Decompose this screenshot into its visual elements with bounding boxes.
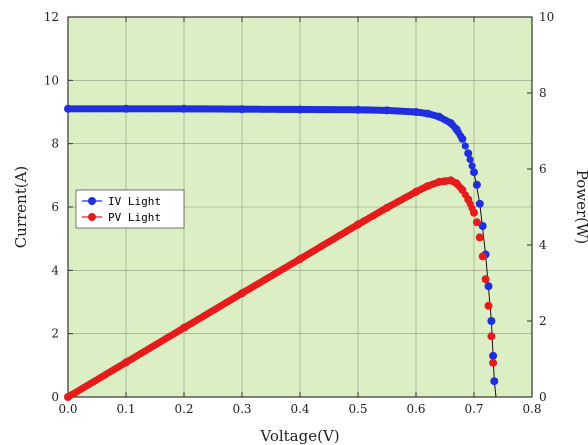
iv-light-marker [466,155,474,164]
y-tick-label: 10 [44,73,59,87]
pv-light-data-point [435,177,444,186]
iv-light-data-point [490,377,499,386]
x-tick-label: 0.4 [290,402,309,416]
iv-light-data-point [435,112,444,121]
x-tick-label: 0.1 [116,402,135,416]
pv-light-data-point [412,187,420,196]
iv-light-marker [461,142,469,150]
legend-marker [88,213,96,221]
iv-light-data-point [464,149,473,158]
y-tick-label: 12 [44,10,59,24]
iv-light-marker [468,162,476,170]
pv-light-data-point [122,358,130,367]
legend-marker [88,197,96,205]
iv-light-data-point [452,125,461,134]
iv-light-data-point [412,108,420,116]
iv-light-data-point [487,317,496,325]
pv-light-data-point [458,185,467,194]
x-tick-label: 0.6 [406,402,425,416]
pv-light-data-point [475,233,484,242]
y-tick-label: 4 [51,263,59,277]
iv-light-data-point [475,199,484,208]
pv-light-data-point [180,323,188,332]
legend-label: PV Light [108,211,161,224]
iv-light-data-point [296,105,304,114]
x-tick-label: 0.0 [58,402,77,416]
y2-tick-label: 0 [539,390,547,404]
pv-light-data-point [238,289,246,298]
x-tick-label: 0.3 [232,402,251,416]
pv-light-data-point [383,203,391,212]
y2-tick-label: 10 [539,10,554,24]
y2-axis-title: Power(W) [573,170,588,245]
iv-light-data-point [238,105,246,114]
pv-light-data-point [478,252,487,261]
iv-light-data-point [383,106,391,115]
pv-light-data-point [489,358,498,367]
iv-light-data-point [354,105,362,114]
iv-light-data-point [458,134,467,143]
x-tick-label: 0.8 [522,402,541,416]
y-tick-label: 6 [51,200,59,214]
legend-label: IV Light [108,195,161,208]
x-tick-label: 0.5 [348,402,367,416]
y-axis-title: Current(A) [12,166,30,249]
x-tick-label: 0.7 [464,402,483,416]
pv-light-data-point [487,332,496,341]
pv-light-data-point [423,182,432,191]
legend-box [75,189,185,229]
pv-light-data-point [64,393,72,401]
iv-light-data-point [64,104,72,113]
pv-light-data-point [452,179,461,188]
pv-light-data-point [472,218,481,227]
x-tick-label: 0.2 [174,402,193,416]
iv-light-data-point [472,180,481,189]
y-tick-label: 0 [51,390,59,404]
y-tick-label: 2 [51,327,59,341]
iv-light-data-point [122,104,130,113]
iv-light-data-point [423,109,432,118]
iv-light-data-point [180,104,188,113]
iv-light-data-point [478,222,487,230]
pv-light-data-point [481,275,490,284]
pv-light-data-point [470,208,478,217]
y2-tick-label: 2 [539,314,547,328]
iv-light-data-point [484,282,493,291]
y2-tick-label: 4 [539,238,547,252]
pv-light-data-point [464,195,473,204]
iv-light-data-point [470,168,478,177]
y-tick-label: 8 [51,137,59,151]
y2-tick-label: 8 [539,86,547,100]
pv-light-data-point [484,301,493,310]
y2-tick-label: 6 [539,162,547,176]
iv-light-data-point [489,351,498,360]
x-axis-title: Voltage(V) [259,427,339,445]
pv-light-data-point [354,220,362,229]
iv-light-data-point [446,119,455,128]
pv-light-data-point [296,255,304,264]
